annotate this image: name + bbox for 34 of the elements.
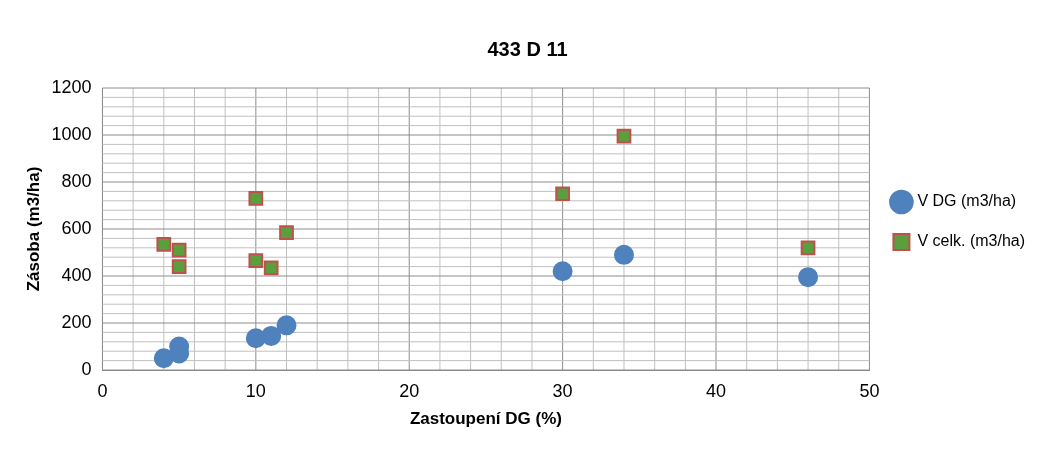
- y-tick-label: 600: [61, 217, 92, 238]
- point: [616, 128, 632, 144]
- point: [279, 225, 294, 240]
- point: [171, 259, 187, 274]
- x-tick-label: 10: [245, 380, 266, 401]
- legend-label: V DG (m3/ha): [917, 192, 1017, 210]
- point: [248, 191, 264, 206]
- x-tick-label: 0: [97, 380, 108, 401]
- y-axis-title: Zásoba (m3/ha): [23, 166, 43, 292]
- point: [800, 240, 816, 256]
- point: [153, 348, 174, 369]
- point: [798, 267, 819, 288]
- y-tick-label: 400: [61, 264, 92, 285]
- x-tick-label: 30: [552, 380, 573, 401]
- legend-label: V celk. (m3/ha): [917, 232, 1026, 250]
- point: [276, 315, 297, 336]
- y-tick-label: 1200: [51, 76, 92, 97]
- x-tick-label: 20: [399, 380, 420, 401]
- point: [156, 236, 172, 252]
- y-tick-label: 1000: [51, 123, 92, 144]
- point: [552, 261, 573, 282]
- y-tick-label: 200: [61, 311, 92, 332]
- point: [261, 325, 282, 346]
- y-tick-label: 800: [61, 170, 92, 191]
- x-tick-label: 50: [859, 380, 880, 401]
- y-tick-label: 0: [81, 358, 92, 379]
- x-axis-title: Zastoupení DG (%): [409, 409, 562, 429]
- point: [613, 244, 634, 265]
- point: [263, 260, 279, 276]
- chart-title: 433 D 11: [487, 37, 568, 60]
- point: [555, 186, 570, 202]
- point: [248, 253, 264, 269]
- point: [171, 242, 187, 258]
- x-tick-label: 40: [706, 380, 727, 401]
